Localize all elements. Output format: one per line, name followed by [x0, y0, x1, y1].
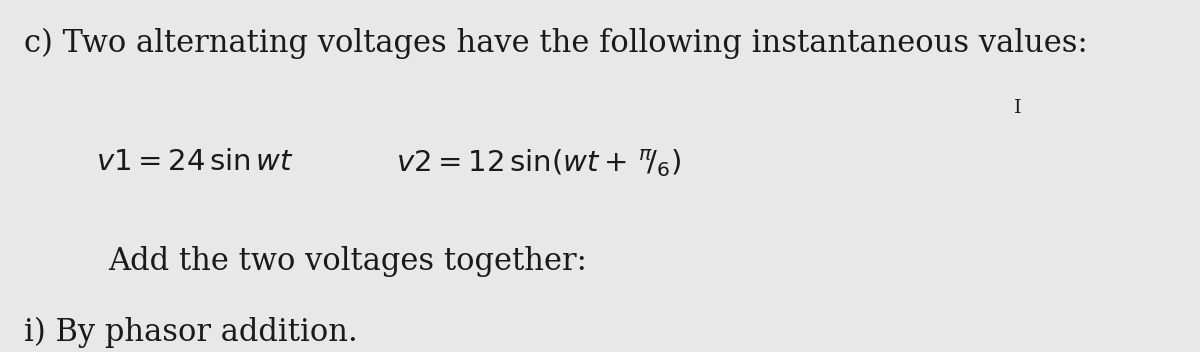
Text: I: I	[1014, 99, 1021, 117]
Text: c) Two alternating voltages have the following instantaneous values:: c) Two alternating voltages have the fol…	[24, 28, 1087, 59]
Text: i) By phasor addition.: i) By phasor addition.	[24, 317, 358, 348]
Text: $v1 = 24\,\mathrm{sin}\,wt$: $v1 = 24\,\mathrm{sin}\,wt$	[96, 148, 294, 176]
Text: Add the two voltages together:: Add the two voltages together:	[108, 246, 587, 277]
Text: $v2 = 12\,\mathrm{sin}(wt + \,^{\pi}\!/_{6})$: $v2 = 12\,\mathrm{sin}(wt + \,^{\pi}\!/_…	[396, 148, 682, 179]
